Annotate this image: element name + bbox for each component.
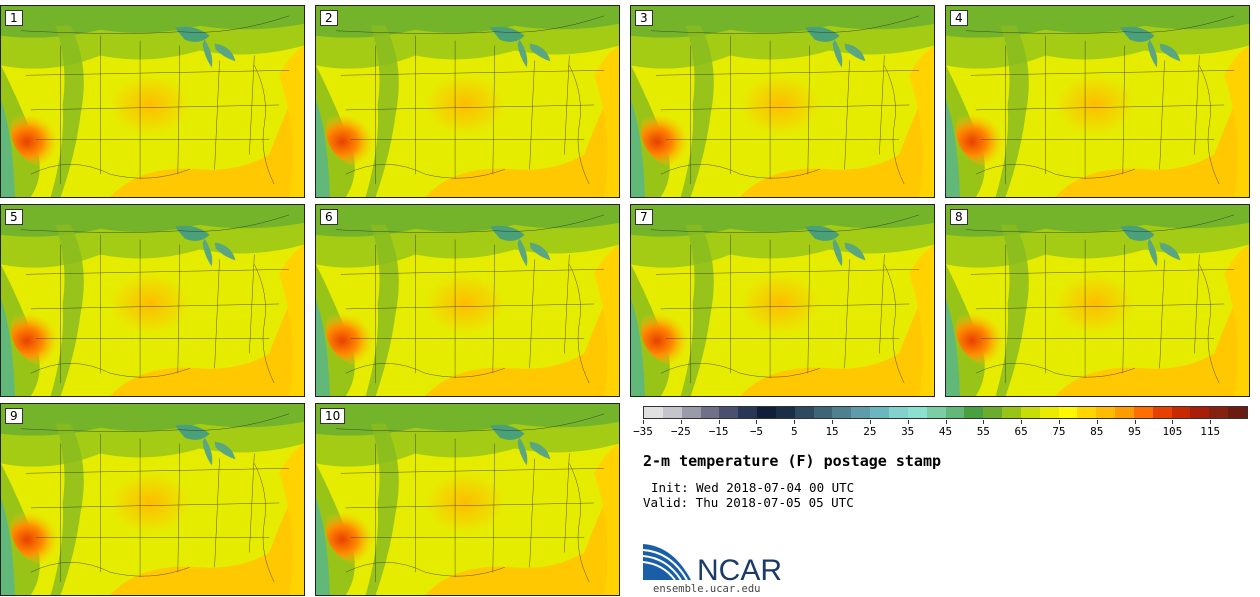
colorbar-tick [1172,420,1174,424]
colorbar-swatch [1152,407,1172,418]
member-number: 4 [950,10,968,26]
map-panel: 1 [0,5,305,198]
colorbar-tick [718,420,720,424]
colorbar-swatch [757,407,776,418]
colorbar-swatch [1096,407,1116,418]
colorbar-tick [794,420,796,424]
colorbar-tick-label: 45 [938,425,953,438]
colorbar-tick [869,420,871,424]
member-number: 9 [5,408,23,424]
colorbar-tick [983,420,985,424]
colorbar-swatch [1058,407,1078,418]
member-number: 3 [635,10,653,26]
colorbar-tick [1021,420,1023,424]
map-panel: 7 [630,204,935,397]
colorbar-tick-label: 95 [1127,425,1142,438]
init-time: Init: Wed 2018-07-04 00 UTC [651,480,855,495]
colorbar-swatch [832,407,852,418]
colorbar-tick-label: 25 [863,425,877,438]
colorbar-swatch [775,407,795,418]
website-url: ensemble.ucar.edu [653,583,761,595]
map-panel: 10 [315,403,620,596]
colorbar-swatch [662,407,682,418]
colorbar-tick-label: 85 [1090,425,1104,438]
colorbar-swatch [794,407,814,418]
map-panel: 5 [0,204,305,397]
colorbar-swatch [870,407,889,418]
map-panel: 3 [630,5,935,198]
temperature-colorbar [643,406,1248,419]
member-number: 1 [5,10,23,26]
ncar-logo: NCAR [643,544,782,584]
colorbar-tick-label: −15 [708,425,729,438]
colorbar-tick [680,420,682,424]
valid-time: Valid: Thu 2018-07-05 05 UTC [643,495,854,510]
colorbar-swatch [1228,407,1247,418]
colorbar-swatch [983,407,1003,418]
colorbar-swatch [813,407,833,418]
colorbar-swatch [1133,407,1153,418]
colorbar-swatch [964,407,984,418]
colorbar-tick-label: 5 [790,425,798,438]
member-number: 6 [320,209,338,225]
colorbar-tick [1096,420,1098,424]
colorbar-swatch [1077,407,1097,418]
colorbar-tick-label: 115 [1200,425,1221,438]
colorbar-tick [907,420,909,424]
colorbar-tick-label: −5 [749,425,764,438]
map-panel: 9 [0,403,305,596]
colorbar-tick-label: −25 [670,425,691,438]
colorbar-tick-label: −35 [633,425,653,438]
ncar-logo-text: NCAR [697,554,782,584]
map-panel: 8 [945,204,1250,397]
colorbar-tick-label: 55 [976,425,990,438]
colorbar-swatch [907,407,927,418]
colorbar-tick [832,420,834,424]
colorbar-ticks: −35 −25 −15 −5 5 15 25 35 45 55 65 75 85 95 105 115 [633,420,1248,442]
colorbar-tick-label: 65 [1014,425,1028,438]
chart-title: 2-m temperature (F) postage stamp [643,452,942,470]
member-number: 2 [320,10,338,26]
map-panel: 4 [945,5,1250,198]
colorbar-swatch [945,407,965,418]
colorbar-tick-label: 15 [825,425,839,438]
colorbar-swatch [681,407,701,418]
colorbar-tick [1058,420,1060,424]
colorbar-swatch [1171,407,1191,418]
colorbar-swatch [1039,407,1059,418]
member-number: 10 [320,408,346,424]
colorbar-tick [756,420,758,424]
colorbar-swatch [644,407,663,418]
colorbar-tick [1210,420,1212,424]
colorbar-tick [945,420,947,424]
colorbar-tick [643,420,644,424]
colorbar-swatch [1115,407,1134,418]
map-panel: 6 [315,204,620,397]
member-number: 5 [5,209,23,225]
colorbar-swatch [738,407,758,418]
colorbar-swatch [851,407,871,418]
map-panel: 2 [315,5,620,198]
member-number: 7 [635,209,653,225]
colorbar-swatch [1020,407,1040,418]
colorbar-swatch [888,407,908,418]
colorbar-swatch [700,407,720,418]
member-number: 8 [950,209,968,225]
colorbar-tick-label: 75 [1052,425,1066,438]
colorbar-tick-label: 35 [901,425,915,438]
colorbar-tick [1134,420,1136,424]
colorbar-swatch [1209,407,1229,418]
colorbar-swatch [926,407,946,418]
colorbar-swatch [719,407,739,418]
colorbar-swatch [1002,407,1021,418]
colorbar-tick-label: 105 [1162,425,1183,438]
colorbar-swatch [1190,407,1210,418]
